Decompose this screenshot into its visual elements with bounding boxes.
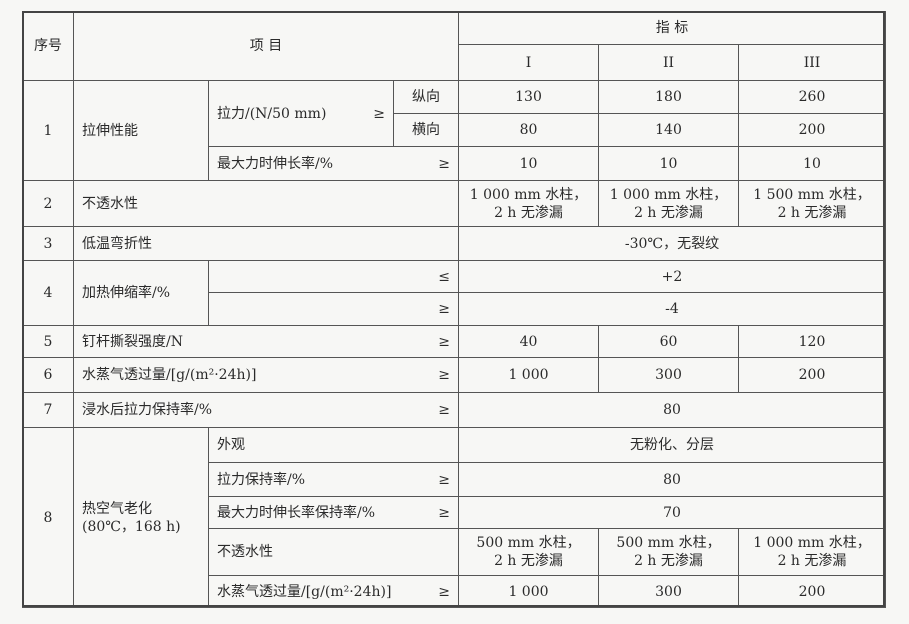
row-no: 7 bbox=[22, 392, 74, 428]
header-indicator: 指 标 bbox=[458, 11, 886, 45]
cell: 80 bbox=[458, 462, 886, 497]
cell: 1 000 bbox=[458, 357, 599, 393]
cell: 10 bbox=[738, 146, 886, 181]
row-no: 4 bbox=[22, 260, 74, 326]
row-name: 钉杆撕裂强度/N ≥ bbox=[73, 325, 459, 358]
sub-label: 水蒸气透过量/[g/(m²·24h)] ≥ bbox=[208, 575, 459, 608]
cell: 10 bbox=[458, 146, 599, 181]
cell: 300 bbox=[598, 575, 739, 608]
row-no: 8 bbox=[22, 427, 74, 608]
cell: 500 mm 水柱， 2 h 无渗漏 bbox=[598, 528, 739, 576]
grade-3: III bbox=[738, 44, 886, 81]
dir-long: 纵向 bbox=[393, 80, 459, 114]
cell: 40 bbox=[458, 325, 599, 358]
row-no: 1 bbox=[22, 80, 74, 181]
cell: 500 mm 水柱， 2 h 无渗漏 bbox=[458, 528, 599, 576]
cell: 60 bbox=[598, 325, 739, 358]
row-no: 3 bbox=[22, 226, 74, 261]
cell: 1 500 mm 水柱， 2 h 无渗漏 bbox=[738, 180, 886, 227]
cell: 120 bbox=[738, 325, 886, 358]
row-name: 拉伸性能 bbox=[73, 80, 209, 181]
header-item: 项 目 bbox=[73, 11, 459, 81]
cell: -30℃，无裂纹 bbox=[458, 226, 886, 261]
header-no: 序号 bbox=[22, 11, 74, 81]
sub-label: 不透水性 bbox=[208, 528, 459, 576]
row-name: 水蒸气透过量/[g/(m²·24h)] ≥ bbox=[73, 357, 459, 393]
elong-label: 最大力时伸长率/% ≥ bbox=[208, 146, 459, 181]
cell: 130 bbox=[458, 80, 599, 114]
cell: 200 bbox=[738, 113, 886, 147]
sub-label: 拉力保持率/% ≥ bbox=[208, 462, 459, 497]
row-name: 浸水后拉力保持率/% ≥ bbox=[73, 392, 459, 428]
cell: 200 bbox=[738, 575, 886, 608]
cell: 80 bbox=[458, 392, 886, 428]
grade-1: I bbox=[458, 44, 599, 81]
row-name: 加热伸缩率/% bbox=[73, 260, 209, 326]
cell: 140 bbox=[598, 113, 739, 147]
row-no: 6 bbox=[22, 357, 74, 393]
cell: 1 000 mm 水柱， 2 h 无渗漏 bbox=[738, 528, 886, 576]
cell: 1 000 mm 水柱， 2 h 无渗漏 bbox=[458, 180, 599, 227]
row-name: 热空气老化 (80℃，168 h) bbox=[73, 427, 209, 608]
sub-label: 外观 bbox=[208, 427, 459, 463]
dir-trans: 横向 bbox=[393, 113, 459, 147]
cell: 10 bbox=[598, 146, 739, 181]
cmp-cell: ≤ bbox=[208, 260, 459, 293]
sub-label: 最大力时伸长率保持率/% ≥ bbox=[208, 496, 459, 529]
cmp-cell: ≥ bbox=[208, 292, 459, 326]
cell: 70 bbox=[458, 496, 886, 529]
cell: 1 000 mm 水柱， 2 h 无渗漏 bbox=[598, 180, 739, 227]
cell: 300 bbox=[598, 357, 739, 393]
row-name: 不透水性 bbox=[73, 180, 459, 227]
spec-table: 序号项 目指 标 I II III 1 拉伸性能 拉力/(N/50 mm) ≥ 纵向 1… bbox=[22, 11, 886, 608]
row-no: 5 bbox=[22, 325, 74, 358]
tensile-label: 拉力/(N/50 mm) ≥ bbox=[208, 80, 394, 147]
grade-2: II bbox=[598, 44, 739, 81]
cell: 无粉化、分层 bbox=[458, 427, 886, 463]
row-name: 低温弯折性 bbox=[73, 226, 459, 261]
cell: 180 bbox=[598, 80, 739, 114]
cell: 1 000 bbox=[458, 575, 599, 608]
cell: 200 bbox=[738, 357, 886, 393]
cell: -4 bbox=[458, 292, 886, 326]
cell: 260 bbox=[738, 80, 886, 114]
cell: +2 bbox=[458, 260, 886, 293]
cell: 80 bbox=[458, 113, 599, 147]
row-no: 2 bbox=[22, 180, 74, 227]
